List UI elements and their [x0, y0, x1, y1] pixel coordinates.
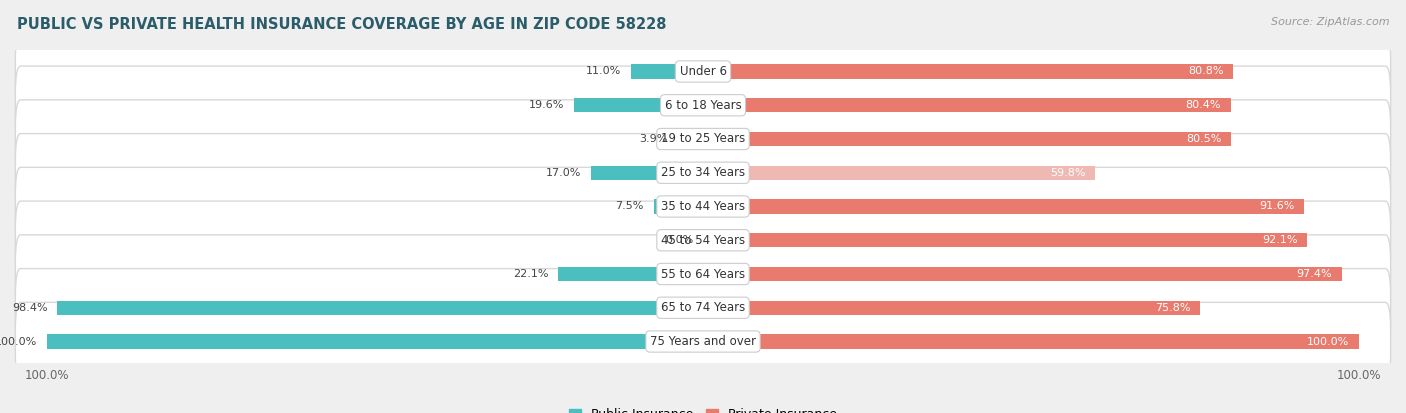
Text: 7.5%: 7.5%: [616, 202, 644, 211]
FancyBboxPatch shape: [15, 167, 1391, 246]
Text: 80.4%: 80.4%: [1185, 100, 1220, 110]
Bar: [678, 132, 703, 146]
Bar: [703, 199, 1303, 214]
Text: 100.0%: 100.0%: [0, 337, 37, 347]
Text: 91.6%: 91.6%: [1258, 202, 1294, 211]
Text: 65 to 74 Years: 65 to 74 Years: [661, 301, 745, 314]
FancyBboxPatch shape: [15, 133, 1391, 212]
Text: 80.8%: 80.8%: [1188, 66, 1223, 76]
Text: 55 to 64 Years: 55 to 64 Years: [661, 268, 745, 280]
FancyBboxPatch shape: [15, 100, 1391, 178]
FancyBboxPatch shape: [15, 32, 1391, 111]
Bar: [703, 64, 1233, 78]
Bar: [558, 267, 703, 281]
Legend: Public Insurance, Private Insurance: Public Insurance, Private Insurance: [564, 403, 842, 413]
Text: 25 to 34 Years: 25 to 34 Years: [661, 166, 745, 179]
FancyBboxPatch shape: [15, 66, 1391, 145]
Bar: [631, 64, 703, 78]
Bar: [703, 335, 1360, 349]
FancyBboxPatch shape: [15, 201, 1391, 280]
Bar: [575, 98, 703, 112]
Text: 100.0%: 100.0%: [1308, 337, 1350, 347]
Text: 17.0%: 17.0%: [547, 168, 582, 178]
Text: 11.0%: 11.0%: [586, 66, 621, 76]
Bar: [58, 301, 703, 315]
FancyBboxPatch shape: [15, 268, 1391, 347]
Text: 3.9%: 3.9%: [640, 134, 668, 144]
Text: 75.8%: 75.8%: [1154, 303, 1191, 313]
Text: Source: ZipAtlas.com: Source: ZipAtlas.com: [1271, 17, 1389, 26]
Bar: [703, 166, 1095, 180]
Bar: [654, 199, 703, 214]
Text: 0.0%: 0.0%: [665, 235, 693, 245]
Bar: [703, 233, 1308, 247]
Text: 22.1%: 22.1%: [513, 269, 548, 279]
Bar: [703, 132, 1232, 146]
Text: 6 to 18 Years: 6 to 18 Years: [665, 99, 741, 112]
Bar: [703, 98, 1230, 112]
Text: 80.5%: 80.5%: [1187, 134, 1222, 144]
Bar: [703, 267, 1343, 281]
Text: 92.1%: 92.1%: [1263, 235, 1298, 245]
Bar: [46, 335, 703, 349]
Bar: [703, 301, 1201, 315]
Text: 97.4%: 97.4%: [1296, 269, 1333, 279]
Text: PUBLIC VS PRIVATE HEALTH INSURANCE COVERAGE BY AGE IN ZIP CODE 58228: PUBLIC VS PRIVATE HEALTH INSURANCE COVER…: [17, 17, 666, 31]
Text: 19 to 25 Years: 19 to 25 Years: [661, 133, 745, 145]
Text: 98.4%: 98.4%: [11, 303, 48, 313]
Text: 59.8%: 59.8%: [1050, 168, 1085, 178]
Bar: [592, 166, 703, 180]
Text: 35 to 44 Years: 35 to 44 Years: [661, 200, 745, 213]
Text: 75 Years and over: 75 Years and over: [650, 335, 756, 348]
FancyBboxPatch shape: [15, 235, 1391, 313]
Text: Under 6: Under 6: [679, 65, 727, 78]
Text: 45 to 54 Years: 45 to 54 Years: [661, 234, 745, 247]
Text: 19.6%: 19.6%: [529, 100, 565, 110]
FancyBboxPatch shape: [15, 302, 1391, 381]
